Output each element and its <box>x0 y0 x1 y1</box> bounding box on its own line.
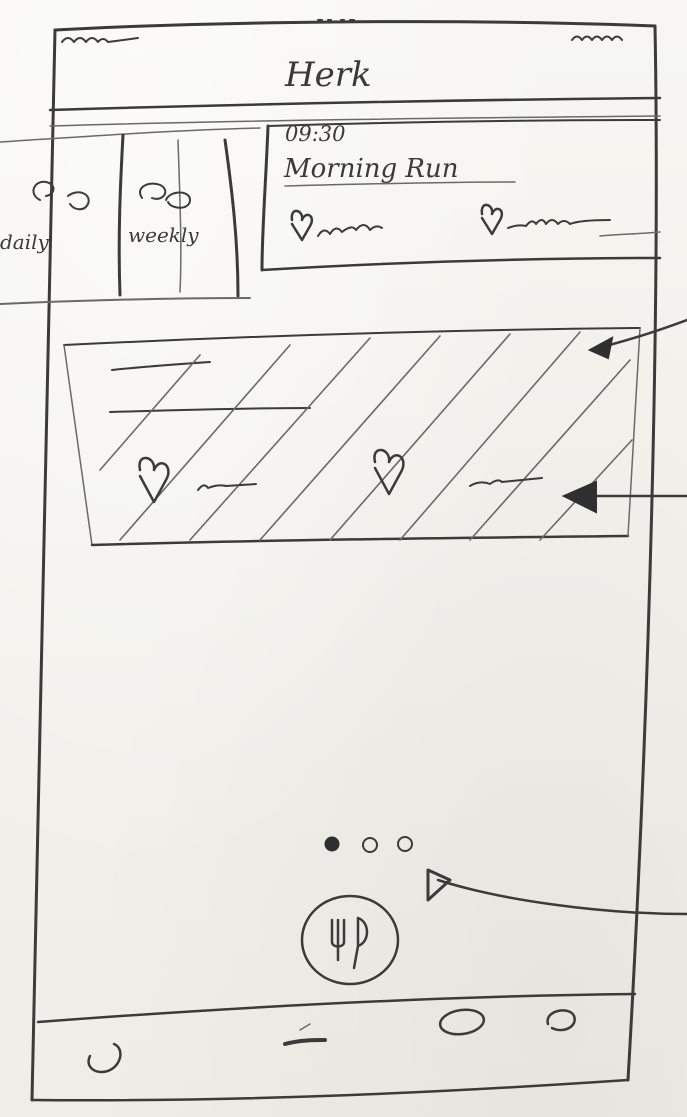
annotation-arrow-2-head <box>561 480 597 514</box>
tab-weekly[interactable]: weekly <box>128 223 199 247</box>
phone-top-edge <box>53 20 657 32</box>
bottom-nav-profile[interactable] <box>546 1009 576 1032</box>
card-heart-text-2 <box>507 219 611 229</box>
hatched-card-top <box>63 327 641 346</box>
card-heart-text-1 <box>317 224 383 237</box>
phone-left-edge <box>30 28 57 1102</box>
card-heart-icon-1 <box>290 209 314 242</box>
bottom-nav-search[interactable] <box>438 1007 486 1037</box>
card-left-edge <box>260 124 270 272</box>
hatched-heart-text-1 <box>197 483 257 491</box>
phone-right-edge <box>626 24 658 1082</box>
tabs-top-line <box>0 127 261 143</box>
header-divider <box>48 96 662 112</box>
daily-repeat-icon <box>32 180 90 211</box>
fork-icon <box>330 918 346 962</box>
page-indicator[interactable] <box>324 836 413 853</box>
annotation-arrow-3-head <box>426 868 452 902</box>
center-action-button[interactable] <box>300 894 400 986</box>
tab-daily[interactable]: daily <box>0 230 49 254</box>
hatched-card-right <box>627 327 641 537</box>
status-signal-scribble <box>61 37 139 43</box>
upcoming-title[interactable]: Morning Run <box>284 154 459 184</box>
hatched-heart-icon-2 <box>373 448 405 496</box>
app-title: Herk <box>285 55 372 95</box>
hatched-heart-icon-1 <box>138 456 170 504</box>
hatched-card-left <box>63 344 93 546</box>
status-battery-scribble <box>571 35 623 41</box>
card-heart-icon-2 <box>480 203 504 236</box>
knife-icon <box>352 916 369 970</box>
hatched-card-line-1 <box>111 361 211 371</box>
home-icon <box>87 1042 122 1074</box>
tab-divider-faint <box>177 139 182 293</box>
weekly-repeat-icon <box>139 182 191 209</box>
hatching <box>99 331 633 541</box>
phone-bottom-edge <box>30 1078 630 1102</box>
profile-icon <box>546 1009 576 1032</box>
bottom-nav-progress[interactable] <box>283 1023 327 1046</box>
annotation-arrow-3-line <box>436 878 687 916</box>
card-title-underline <box>284 181 516 187</box>
tabs-bottom-line <box>0 297 251 305</box>
annotation-arrow-1-head <box>587 336 614 360</box>
upcoming-time: 09:30 <box>285 122 346 146</box>
card-scribble-end <box>599 231 661 237</box>
page-dot-3[interactable] <box>397 836 413 852</box>
card-bottom-edge <box>260 256 662 272</box>
tab-divider-2 <box>223 138 240 298</box>
search-icon <box>438 1008 486 1036</box>
page-dot-active[interactable] <box>324 836 340 852</box>
hatched-card-bottom <box>90 534 630 547</box>
header-divider-2 <box>49 115 661 127</box>
progress-icon <box>283 1038 327 1046</box>
bottom-nav-divider <box>36 992 637 1024</box>
card-top-edge <box>267 119 661 127</box>
page-dot-2[interactable] <box>362 837 378 853</box>
bottom-nav-home[interactable] <box>87 1042 122 1074</box>
tab-divider-1 <box>117 133 125 297</box>
hatched-card-line-2 <box>109 407 311 413</box>
hatched-heart-text-2 <box>469 477 543 487</box>
